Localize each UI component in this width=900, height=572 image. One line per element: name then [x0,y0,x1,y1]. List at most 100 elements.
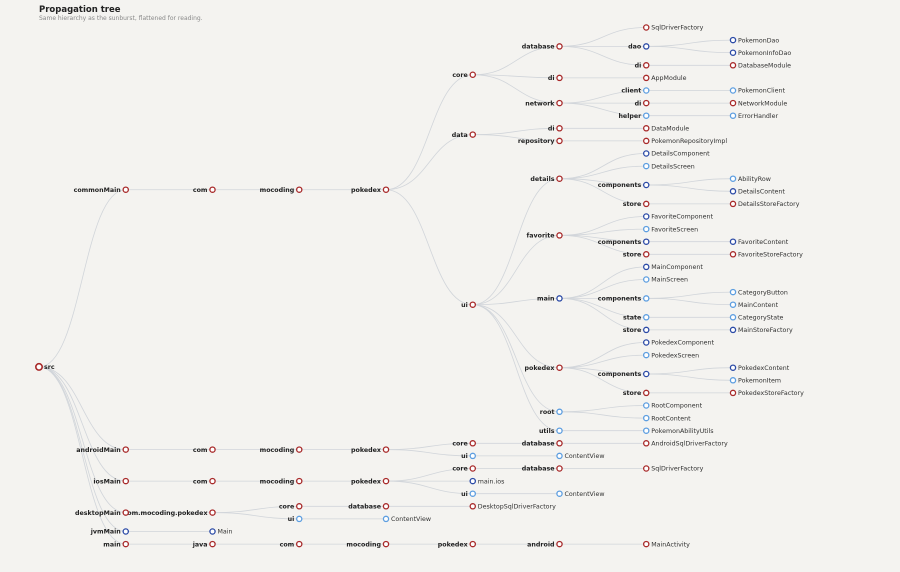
tree-node-store[interactable]: store [623,326,650,334]
tree-node-main-ios[interactable]: main.ios [469,477,504,485]
tree-node-main-store-factory[interactable]: MainStoreFactory [729,326,793,334]
tree-node-client[interactable]: client [621,87,650,95]
tree-node-content-view[interactable]: ContentView [556,452,605,460]
tree-node-category-state[interactable]: CategoryState [729,314,784,322]
tree-node-database-module[interactable]: DatabaseModule [729,62,791,70]
tree-node-com[interactable]: com [193,186,216,194]
tree-node-store[interactable]: store [623,389,650,397]
tree-node-pokedex-store-factory[interactable]: PokedexStoreFactory [729,389,804,397]
tree-node-details-screen[interactable]: DetailsScreen [643,162,695,170]
tree-node-pokedex-component[interactable]: PokedexComponent [643,339,715,347]
tree-node-data-module[interactable]: DataModule [643,125,690,133]
tree-node-favorite-store-factory[interactable]: FavoriteStoreFactory [729,251,803,259]
tree-node-error-handler[interactable]: ErrorHandler [729,112,779,120]
tree-node-favorite-component[interactable]: FavoriteComponent [643,213,714,221]
tree-node-di[interactable]: di [635,99,650,107]
tree-node-store[interactable]: store [623,200,650,208]
tree-node-pokedex[interactable]: pokedex [438,540,476,548]
tree-node-root[interactable]: root [540,408,563,416]
tree-node-pokemon-info-dao[interactable]: PokemonInfoDao [729,49,791,57]
tree-node-repository[interactable]: repository [518,137,563,145]
tree-node-com-mocoding-pokedex[interactable]: com.mocoding.pokedex [124,509,216,517]
tree-node-dao[interactable]: dao [628,43,650,51]
tree-node-common-main[interactable]: commonMain [74,186,130,194]
tree-node-database[interactable]: database [348,503,390,511]
tree-node-utils[interactable]: utils [539,427,563,435]
tree-node-pokedex-screen[interactable]: PokedexScreen [643,351,699,359]
tree-node-mocoding[interactable]: mocoding [260,446,303,454]
tree-node-core[interactable]: core [452,71,476,79]
tree-node-di[interactable]: di [548,125,563,133]
tree-node-mocoding[interactable]: mocoding [260,186,303,194]
tree-node-details[interactable]: details [530,175,563,183]
tree-node-ios-main[interactable]: iosMain [93,477,130,485]
tree-node-details-component[interactable]: DetailsComponent [643,150,711,158]
tree-node-pokemon-ability-utils[interactable]: PokemonAbilityUtils [643,427,714,435]
tree-node-components[interactable]: components [598,295,650,303]
tree-node-src[interactable]: src [34,362,55,371]
tree-node-desktop-sql-driver-factory[interactable]: DesktopSqlDriverFactory [469,503,556,511]
tree-node-details-store-factory[interactable]: DetailsStoreFactory [729,200,800,208]
tree-node-pokemon-item[interactable]: PokemonItem [729,377,781,385]
tree-node-content-view[interactable]: ContentView [556,490,605,498]
tree-node-mocoding[interactable]: mocoding [346,540,390,548]
tree-node-mocoding[interactable]: mocoding [260,477,303,485]
tree-node-java[interactable]: java [192,540,216,548]
tree-node-main[interactable]: main [537,295,563,303]
tree-node-ui[interactable]: ui [461,452,476,460]
tree-node-android-sql-driver-factory[interactable]: AndroidSqlDriverFactory [643,440,728,448]
tree-node-di[interactable]: di [635,62,650,70]
tree-node-components[interactable]: components [598,238,650,246]
tree-node-pokemon-client[interactable]: PokemonClient [729,87,785,95]
tree-node-ui[interactable]: ui [461,301,476,309]
tree-node-jvm-main[interactable]: jvmMain [90,528,130,536]
tree-node-state[interactable]: state [623,314,650,322]
tree-node-core[interactable]: core [452,440,476,448]
tree-node-app-module[interactable]: AppModule [643,74,687,82]
tree-node-main[interactable]: Main [209,528,233,536]
tree-node-sql-driver-factory[interactable]: SqlDriverFactory [643,465,704,473]
tree-node-pokemon-dao[interactable]: PokemonDao [729,36,779,44]
tree-node-core[interactable]: core [452,465,476,473]
tree-node-main[interactable]: main [103,540,130,548]
tree-node-store[interactable]: store [623,251,650,259]
tree-node-main-screen[interactable]: MainScreen [643,276,688,284]
tree-node-di[interactable]: di [548,74,563,82]
tree-node-ui[interactable]: ui [288,515,303,523]
tree-node-root-content[interactable]: RootContent [643,414,691,422]
tree-node-helper[interactable]: helper [618,112,650,120]
tree-node-database[interactable]: database [522,465,563,473]
tree-node-android-main[interactable]: androidMain [76,446,130,454]
tree-node-category-button[interactable]: CategoryButton [729,288,788,296]
tree-node-pokedex-content[interactable]: PokedexContent [729,364,790,372]
tree-node-pokemon-repository-impl[interactable]: PokemonRepositoryImpl [643,137,728,145]
tree-node-main-activity[interactable]: MainActivity [643,540,690,548]
tree-node-favorite[interactable]: favorite [527,232,563,240]
tree-node-com[interactable]: com [280,540,303,548]
tree-node-main-component[interactable]: MainComponent [643,263,704,271]
tree-node-pokedex[interactable]: pokedex [351,186,390,194]
tree-node-root-component[interactable]: RootComponent [643,402,703,410]
tree-node-content-view[interactable]: ContentView [382,515,431,523]
tree-node-core[interactable]: core [279,503,303,511]
tree-node-com[interactable]: com [193,477,216,485]
tree-node-ability-row[interactable]: AbilityRow [729,175,771,183]
tree-node-sql-driver-factory[interactable]: SqlDriverFactory [643,24,704,32]
tree-node-network-module[interactable]: NetworkModule [729,99,787,107]
tree-node-components[interactable]: components [598,370,650,378]
tree-node-network[interactable]: network [525,99,563,107]
tree-node-database[interactable]: database [522,43,563,51]
tree-node-details-content[interactable]: DetailsContent [729,188,785,196]
tree-node-favorite-screen[interactable]: FavoriteScreen [643,225,698,233]
tree-node-pokedex[interactable]: pokedex [351,446,390,454]
tree-node-com[interactable]: com [193,446,216,454]
tree-node-database[interactable]: database [522,440,563,448]
tree-node-components[interactable]: components [598,181,650,189]
tree-node-pokedex[interactable]: pokedex [525,364,563,372]
tree-node-ui[interactable]: ui [461,490,476,498]
tree-node-android[interactable]: android [527,540,563,548]
tree-node-desktop-main[interactable]: desktopMain [75,509,130,517]
tree-node-data[interactable]: data [452,131,476,139]
tree-node-favorite-content[interactable]: FavoriteContent [729,238,789,246]
tree-node-pokedex[interactable]: pokedex [351,477,390,485]
